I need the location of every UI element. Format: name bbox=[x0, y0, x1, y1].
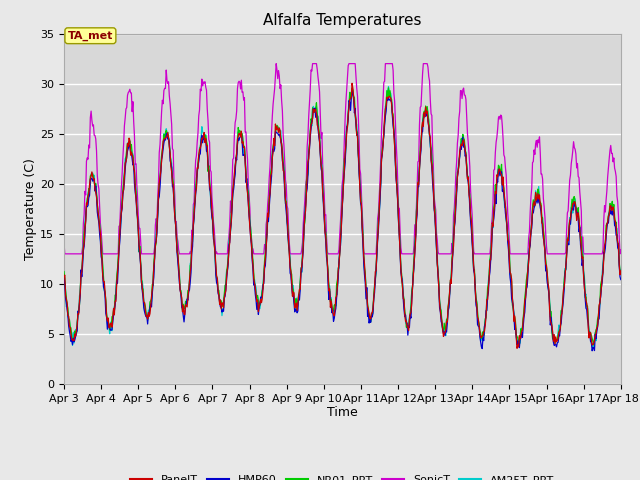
X-axis label: Time: Time bbox=[327, 407, 358, 420]
Text: TA_met: TA_met bbox=[68, 31, 113, 41]
Y-axis label: Temperature (C): Temperature (C) bbox=[24, 158, 37, 260]
Title: Alfalfa Temperatures: Alfalfa Temperatures bbox=[263, 13, 422, 28]
Legend: PanelT, HMP60, NR01_PRT, SonicT, AM25T_PRT: PanelT, HMP60, NR01_PRT, SonicT, AM25T_P… bbox=[126, 471, 559, 480]
